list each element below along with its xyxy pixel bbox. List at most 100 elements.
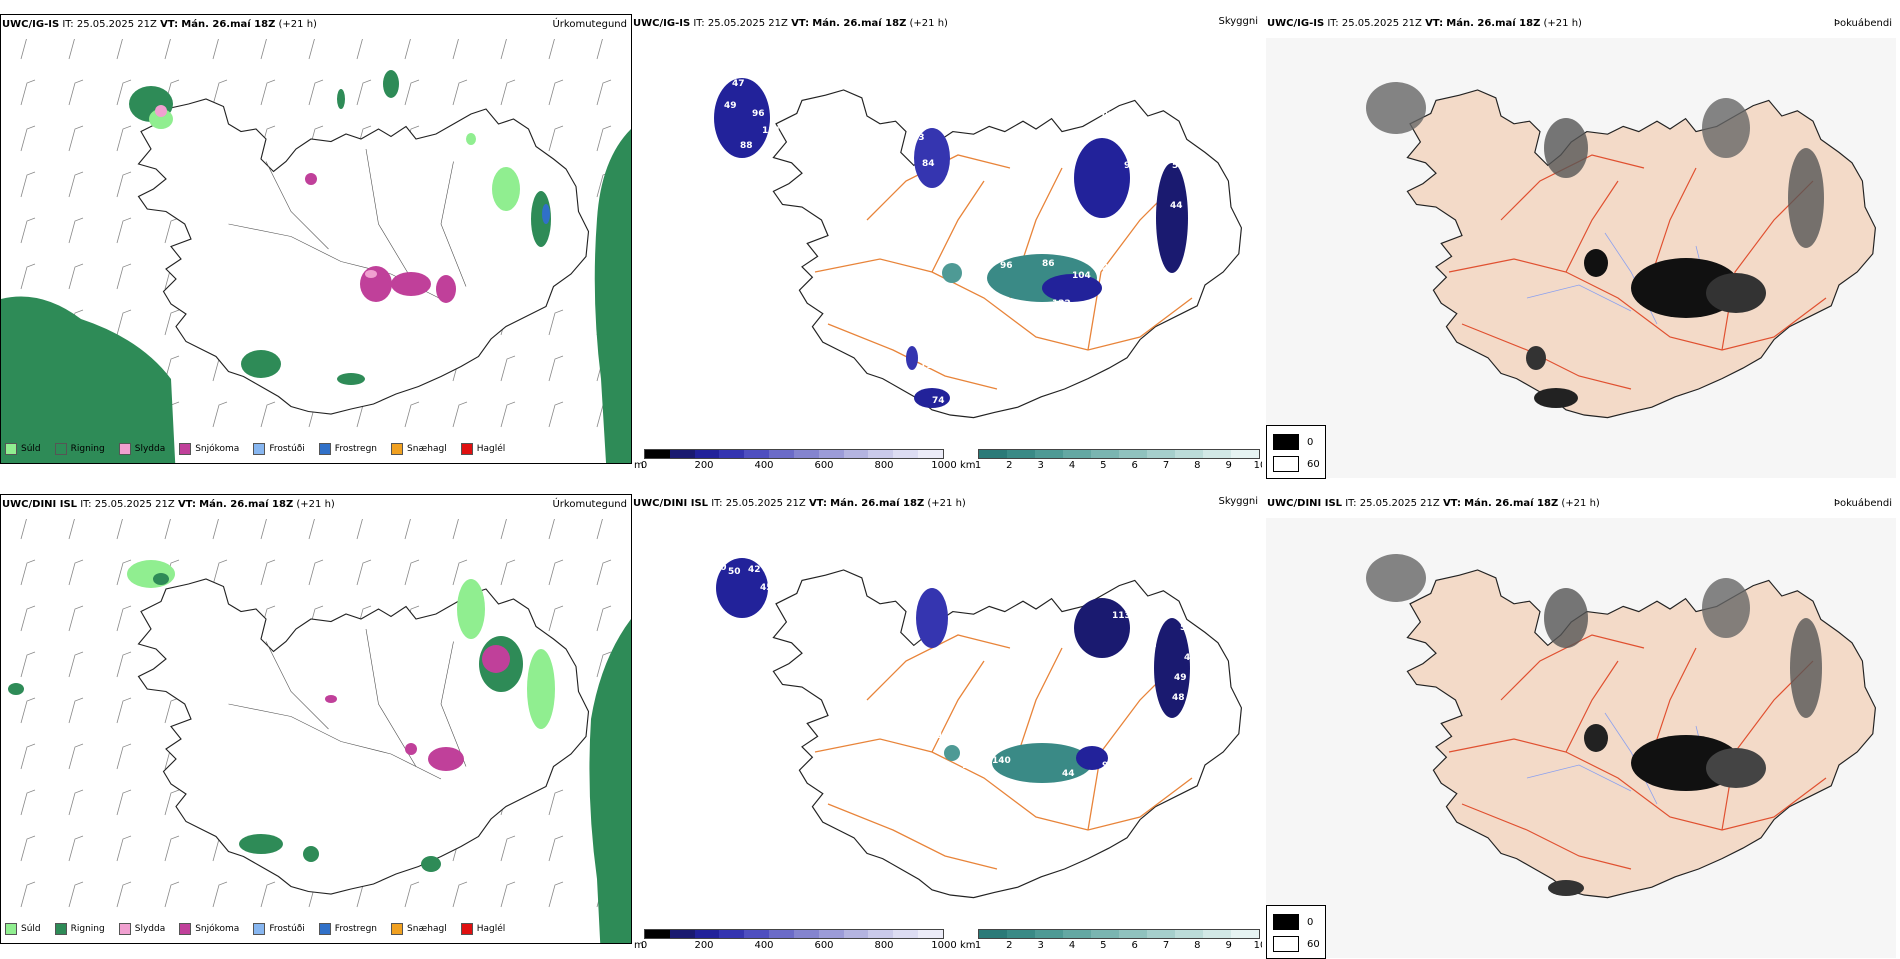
- legend-item: Haglél: [460, 443, 506, 455]
- colorbar-tick: 0: [640, 460, 648, 471]
- wind-barb: [20, 697, 36, 724]
- wind-barb: [596, 559, 612, 586]
- legend-label: Súld: [21, 924, 41, 934]
- colorbar-segment: [1175, 450, 1203, 458]
- wind-barb: [116, 39, 123, 60]
- colorbar-tick: 7: [1162, 460, 1170, 471]
- colorbar-tick: 3: [1037, 460, 1044, 471]
- legend-swatch: [118, 923, 131, 935]
- wind-barb: [116, 881, 132, 908]
- colorbar-segment: [1119, 450, 1147, 458]
- wind-barb: [356, 79, 372, 106]
- wind-barb: [116, 605, 132, 632]
- wind-barb: [68, 519, 75, 540]
- fog-map: [1266, 518, 1896, 958]
- panel-title: Skyggni: [1218, 16, 1258, 27]
- wind-barb: [308, 519, 315, 540]
- wind-barb: [164, 835, 180, 862]
- cloud-base-value: 96: [752, 109, 765, 119]
- cloud-base-value: 49: [1174, 673, 1187, 683]
- wind-barb: [548, 309, 564, 336]
- wind-barb: [20, 605, 36, 632]
- panel-header: UWC/DINI ISL IT: 25.05.2025 21Z VT: Mán.…: [2, 499, 335, 510]
- wind-barb: [68, 79, 84, 106]
- legend-swatch: [318, 443, 331, 455]
- colorbar-tick: 200: [694, 460, 714, 471]
- colorbar-segment: [1063, 450, 1091, 458]
- cloud-base-value: 84: [922, 159, 935, 169]
- cloud-base-value: 40: [1142, 141, 1155, 151]
- rain-area: [594, 129, 631, 463]
- legend-item: Rigning: [54, 923, 105, 935]
- colorbar-segment: [1231, 450, 1259, 458]
- wind-barb: [116, 171, 132, 198]
- wind-barb: [116, 651, 132, 678]
- cloudbase-colorbar: m 0 200 400 600 800 1000: [634, 449, 957, 473]
- cloud-base-value: 107: [962, 246, 981, 256]
- colorbar-segment: [769, 930, 794, 938]
- cloud-base-value: 44: [1062, 769, 1075, 779]
- wind-barb: [68, 217, 84, 244]
- visibility-colorbar: km 12345678910: [960, 449, 1262, 473]
- cloud-panel-dini: UWC/DINI ISL IT: 25.05.2025 21Z VT: Mán.…: [632, 494, 1262, 959]
- cloud-base-value: 88: [740, 141, 753, 151]
- wind-barb: [68, 651, 84, 678]
- wind-barb: [500, 519, 507, 540]
- cloud-base-value: 74: [932, 396, 945, 406]
- colorbar-segment: [918, 930, 943, 938]
- colorbar-tick: 10: [1253, 940, 1262, 951]
- legend-swatch: [460, 443, 473, 455]
- wind-barb: [116, 309, 132, 336]
- wind-barb: [548, 79, 564, 106]
- wind-barb: [20, 559, 36, 586]
- wind-barb: [596, 39, 603, 60]
- legend-swatch: [118, 443, 131, 455]
- wind-barb: [212, 79, 228, 106]
- colorbar-segment: [694, 450, 720, 458]
- cloud-base-value: 19: [692, 141, 705, 151]
- cloud-base-value: 158: [937, 731, 956, 741]
- colorbar-segment: [1147, 930, 1175, 938]
- wind-barb: [404, 401, 420, 428]
- wind-barb: [20, 79, 36, 106]
- fog-legend-swatch: [1273, 914, 1299, 930]
- wind-barb: [404, 519, 411, 540]
- wind-barb: [68, 789, 84, 816]
- legend-swatch: [5, 443, 17, 455]
- legend-item: Slydda: [118, 923, 165, 935]
- wind-barb: [164, 309, 180, 336]
- cloud-base-value: 48: [1172, 693, 1185, 703]
- fog-map: [1266, 38, 1896, 478]
- colorbar-tick: 10: [1253, 460, 1262, 471]
- cloud-base-value: 45: [760, 583, 773, 593]
- wind-barb: [260, 519, 267, 540]
- colorbar-tick: 800: [874, 460, 894, 471]
- wind-barb: [20, 171, 36, 198]
- colorbar-tick: 9: [1225, 940, 1232, 951]
- wind-barb: [68, 605, 84, 632]
- wind-barb: [212, 559, 228, 586]
- wind-barb: [68, 559, 84, 586]
- legend-label: Snjókoma: [195, 444, 240, 454]
- wind-barb: [452, 881, 468, 908]
- colorbar-segment: [1203, 930, 1231, 938]
- wind-barb: [548, 789, 564, 816]
- cloud-base-numbers: 60 50 42 45 64 51 56 113 46 49 48 27 158 116 140 44 93: [714, 563, 1215, 779]
- legend-label: Haglél: [476, 444, 506, 454]
- legend-item: Snæhagl: [391, 443, 447, 455]
- wind-barb: [500, 881, 516, 908]
- cloud-base-value: 68: [1140, 171, 1153, 181]
- precip-type-map: [1, 39, 631, 463]
- wind-barb: [68, 835, 84, 862]
- precip-legend: Súld Rigning Slydda Snjókoma Frostúði Frostre…: [5, 443, 505, 455]
- colorbar-tick: 6: [1131, 460, 1138, 471]
- wind-barb: [20, 519, 27, 540]
- cloud-base-value: 96: [1124, 161, 1137, 171]
- cloud-base-value: 93: [1102, 761, 1115, 771]
- colorbar-segment: [793, 930, 819, 938]
- legend-label: Haglél: [476, 924, 506, 934]
- wind-barb: [68, 125, 84, 152]
- colorbar-segment: [1035, 930, 1063, 938]
- wind-barb: [20, 263, 36, 290]
- legend-item: Frostregn: [318, 443, 377, 455]
